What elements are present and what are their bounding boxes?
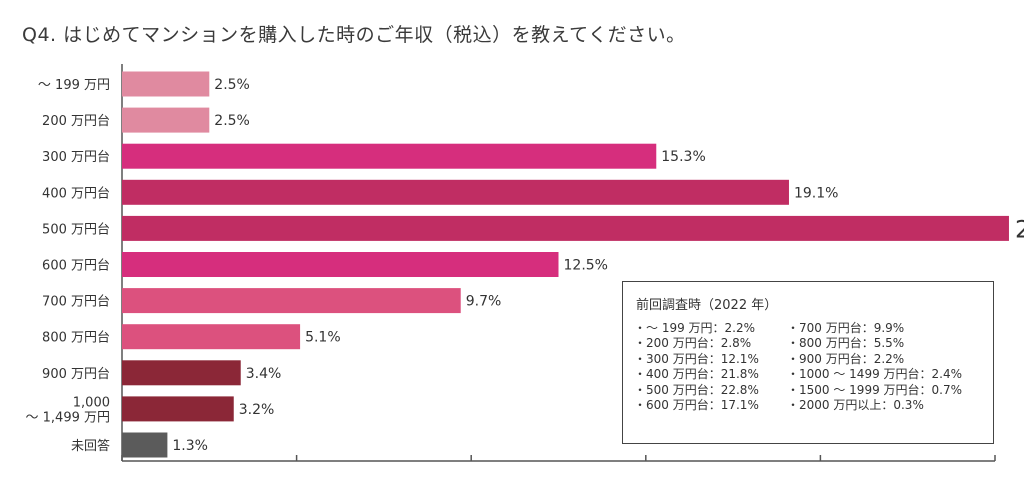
category-label: 200 万円台 (42, 114, 110, 129)
previous-survey-item: ・300 万円台：12.1% (634, 351, 759, 366)
bar (122, 107, 210, 133)
previous-survey-item: ・800 万円台：5.5% (787, 336, 905, 351)
previous-survey-item: ・2000 万円以上：0.3% (787, 397, 924, 412)
category-label: ～ 1,499 万円 (26, 410, 110, 425)
previous-survey-title: 前回調査時（2022 年） (636, 298, 778, 313)
value-label: 9.7% (466, 294, 502, 310)
previous-survey-item: ・600 万円台：17.1% (634, 397, 759, 412)
previous-survey-col-2: ・700 万円台：9.9% ・800 万円台：5.5% ・900 万円台：2.2… (787, 321, 962, 413)
category-label: 500 万円台 (42, 222, 110, 237)
chart-title: Q4. はじめてマンションを購入した時のご年収（税込）を教えてください。 (22, 24, 686, 46)
bar (122, 396, 234, 422)
value-label: 2.5% (214, 77, 250, 93)
value-label: 2.5% (214, 113, 250, 129)
category-label: 700 万円台 (42, 295, 110, 310)
bar (122, 252, 559, 277)
value-label: 5.1% (305, 330, 341, 346)
previous-survey-item: ・900 万円台：2.2% (787, 351, 905, 366)
previous-survey-item: ・200 万円台：2.8% (634, 336, 752, 351)
value-label: 25.4% (1015, 215, 1024, 243)
category-label: 未回答 (71, 438, 110, 454)
bar (122, 71, 210, 97)
value-label: 3.2% (239, 402, 275, 418)
previous-survey-item: ・1000 ～ 1499 万円台：2.4% (787, 367, 963, 382)
bar (122, 179, 789, 205)
previous-survey-box: 前回調査時（2022 年） ・～ 199 万円：2.2% ・200 万円台：2.… (622, 281, 994, 444)
value-label: 19.1% (794, 185, 838, 201)
bar (122, 288, 461, 314)
previous-survey-item: ・500 万円台：22.8% (634, 382, 759, 397)
value-label: 1.3% (172, 438, 208, 454)
bar (122, 432, 168, 458)
bar (122, 143, 657, 169)
previous-survey-item: ・400 万円台：21.8% (634, 367, 759, 382)
previous-survey-col-1: ・～ 199 万円：2.2% ・200 万円台：2.8% ・300 万円台：12… (634, 321, 759, 413)
category-label: 800 万円台 (42, 331, 110, 346)
bar (122, 215, 1009, 241)
value-label: 3.4% (246, 366, 282, 382)
category-label: 400 万円台 (42, 186, 110, 201)
previous-survey-item: ・～ 199 万円：2.2% (634, 321, 756, 335)
bar (122, 324, 301, 350)
category-label: 900 万円台 (42, 367, 110, 382)
category-label: 1,000 (73, 395, 110, 410)
previous-survey-item: ・1500 ～ 1999 万円台：0.7% (787, 382, 963, 397)
value-label: 15.3% (661, 149, 705, 165)
bar (122, 360, 241, 386)
category-label: 300 万円台 (42, 150, 110, 165)
value-label: 12.5% (564, 258, 608, 274)
category-label: 600 万円台 (42, 259, 110, 274)
category-label: ～ 199 万円 (38, 78, 110, 93)
previous-survey-item: ・700 万円台：9.9% (787, 321, 905, 335)
